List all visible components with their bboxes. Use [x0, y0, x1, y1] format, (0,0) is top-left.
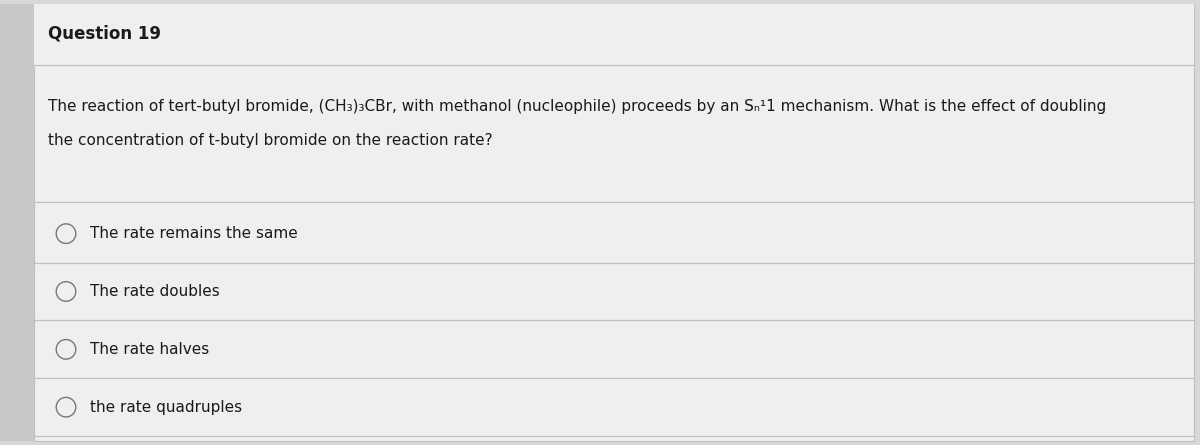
- Text: The rate remains the same: The rate remains the same: [90, 226, 298, 241]
- Text: Question 19: Question 19: [48, 24, 161, 42]
- FancyBboxPatch shape: [0, 4, 34, 441]
- Text: the rate quadruples: the rate quadruples: [90, 400, 242, 415]
- Text: The rate halves: The rate halves: [90, 342, 209, 357]
- Text: The reaction of tert-butyl bromide, (CH₃)₃CBr, with methanol (nucleophile) proce: The reaction of tert-butyl bromide, (CH₃…: [48, 99, 1106, 114]
- Text: the concentration of t-butyl bromide on the reaction rate?: the concentration of t-butyl bromide on …: [48, 133, 493, 148]
- Text: The rate doubles: The rate doubles: [90, 284, 220, 299]
- FancyBboxPatch shape: [34, 4, 1194, 65]
- FancyBboxPatch shape: [34, 4, 1194, 441]
